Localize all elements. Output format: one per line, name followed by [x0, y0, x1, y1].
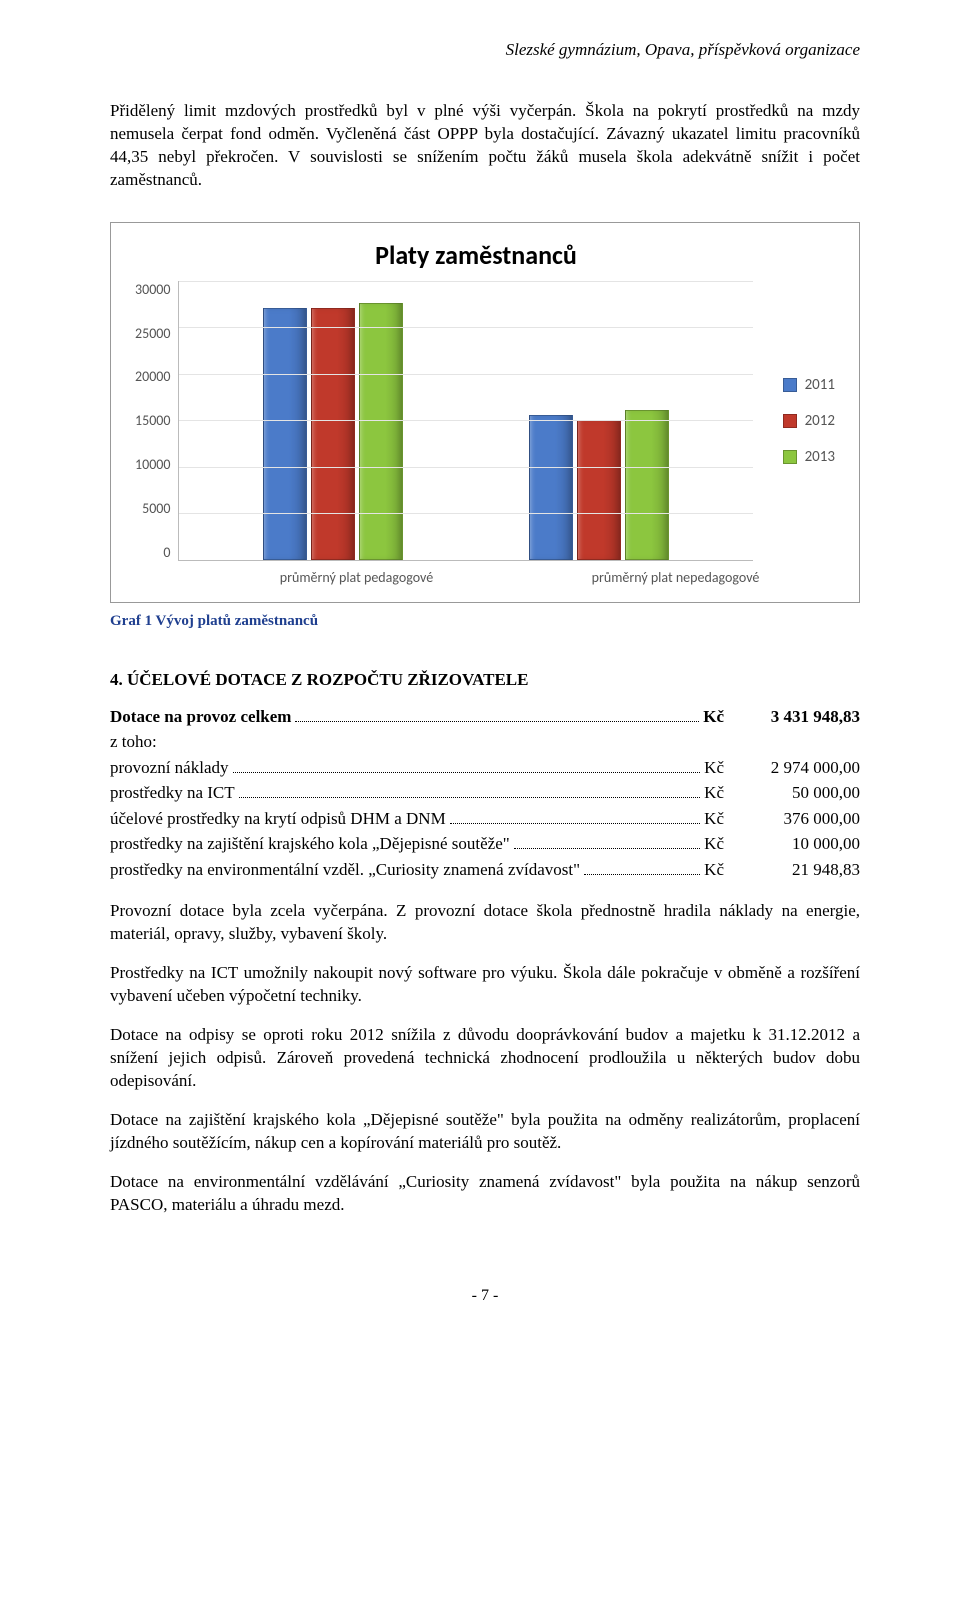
dotted-row: provozní náklady Kč2 974 000,00 [110, 755, 860, 781]
y-tick: 20000 [135, 368, 170, 385]
row-dots [239, 783, 701, 798]
x-label: průměrný plat nepedagogové [516, 569, 835, 586]
row-unit: Kč [704, 857, 740, 883]
bar [359, 303, 403, 560]
paragraph-6: Dotace na environmentální vzdělávání „Cu… [110, 1171, 860, 1217]
row-label: prostředky na environmentální vzděl. „Cu… [110, 857, 580, 883]
bar [577, 420, 621, 560]
bar-group [529, 410, 669, 559]
row-label: provozní náklady [110, 755, 229, 781]
row-amount: 50 000,00 [740, 780, 860, 806]
row-amount: 3 431 948,83 [740, 704, 860, 730]
bar-group [263, 303, 403, 560]
paragraph-3: Prostředky na ICT umožnily nakoupit nový… [110, 962, 860, 1008]
bar [625, 410, 669, 559]
paragraph-2: Provozní dotace byla zcela vyčerpána. Z … [110, 900, 860, 946]
paragraph-4: Dotace na odpisy se oproti roku 2012 sní… [110, 1024, 860, 1093]
row-unit: Kč [703, 704, 740, 730]
row-unit: Kč [704, 755, 740, 781]
row-amount: 2 974 000,00 [740, 755, 860, 781]
x-label: průměrný plat pedagogové [197, 569, 516, 586]
row-label: účelové prostředky na krytí odpisů DHM a… [110, 806, 446, 832]
page: Slezské gymnázium, Opava, příspěvková or… [0, 0, 960, 1345]
y-tick: 25000 [135, 325, 170, 342]
legend-item: 2011 [783, 376, 835, 394]
dotted-row: prostředky na ICT Kč50 000,00 [110, 780, 860, 806]
dotted-row: účelové prostředky na krytí odpisů DHM a… [110, 806, 860, 832]
row-dots [514, 834, 700, 849]
chart-legend: 2011 2012 2013 [753, 281, 835, 561]
row-dots [233, 757, 701, 772]
bar [311, 308, 355, 560]
bar [263, 308, 307, 560]
grid-line [179, 513, 752, 514]
row-dots [584, 859, 700, 874]
page-number: - 7 - [110, 1287, 860, 1305]
row-label: Dotace na provoz celkem [110, 704, 291, 730]
row-dots [295, 706, 699, 721]
row-amount: 10 000,00 [740, 831, 860, 857]
chart-x-axis: průměrný plat pedagogovéprůměrný plat ne… [197, 569, 835, 586]
paragraph-5: Dotace na zajištění krajského kola „Děje… [110, 1109, 860, 1155]
row-amount: 21 948,83 [740, 857, 860, 883]
paragraph-1: Přidělený limit mzdových prostředků byl … [110, 100, 860, 192]
y-tick: 0 [163, 544, 170, 561]
y-tick: 5000 [142, 500, 170, 517]
legend-swatch [783, 378, 797, 392]
row-unit: Kč [704, 780, 740, 806]
grid-line [179, 420, 752, 421]
grid-line [179, 467, 752, 468]
y-tick: 30000 [135, 281, 170, 298]
y-tick: 15000 [135, 412, 170, 429]
list-line: z toho: [110, 729, 860, 755]
grid-line [179, 281, 752, 282]
chart-container: Platy zaměstnanců 30000 25000 20000 15000 10… [110, 222, 860, 603]
page-header: Slezské gymnázium, Opava, příspěvková or… [110, 40, 860, 60]
legend-swatch [783, 450, 797, 464]
dotace-rows: Dotace na provoz celkemKč3 431 948,83z t… [110, 704, 860, 883]
chart-caption: Graf 1 Vývoj platů zaměstnanců [110, 613, 860, 630]
dotted-row: prostředky na zajištění krajského kola „… [110, 831, 860, 857]
chart-y-axis: 30000 25000 20000 15000 10000 5000 0 [135, 281, 178, 561]
row-label: prostředky na zajištění krajského kola „… [110, 831, 510, 857]
row-amount: 376 000,00 [740, 806, 860, 832]
dotted-row: Dotace na provoz celkem Kč3 431 948,83 [110, 704, 860, 730]
legend-item: 2012 [783, 412, 835, 430]
row-unit: Kč [704, 806, 740, 832]
grid-line [179, 374, 752, 375]
legend-label: 2011 [805, 376, 835, 394]
dotted-row: prostředky na environmentální vzděl. „Cu… [110, 857, 860, 883]
legend-item: 2013 [783, 448, 835, 466]
grid-line [179, 327, 752, 328]
section-4-heading: 4. ÚČELOVÉ DOTACE Z ROZPOČTU ZŘIZOVATELE [110, 670, 860, 690]
y-tick: 10000 [135, 456, 170, 473]
bar [529, 415, 573, 560]
row-label: prostředky na ICT [110, 780, 235, 806]
chart-title: Platy zaměstnanců [197, 239, 755, 271]
row-dots [450, 808, 700, 823]
legend-label: 2013 [805, 448, 835, 466]
legend-label: 2012 [805, 412, 835, 430]
row-unit: Kč [704, 831, 740, 857]
legend-swatch [783, 414, 797, 428]
chart-plot-area [178, 281, 752, 561]
